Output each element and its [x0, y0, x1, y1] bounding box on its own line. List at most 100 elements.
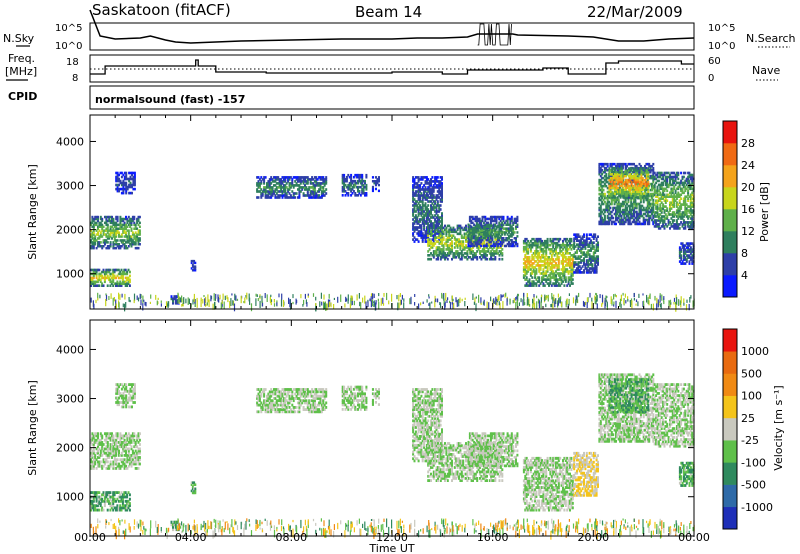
power-echo-cell — [357, 181, 359, 185]
power-echo-cell — [552, 270, 555, 273]
power-echo-cell — [194, 265, 197, 268]
power-echo-cell — [564, 252, 567, 255]
power-echo-cell — [553, 266, 556, 269]
power-echo-cell — [350, 181, 353, 185]
power-echo-cell — [126, 270, 129, 274]
power-echo-cell — [282, 186, 285, 189]
power-echo-cell — [419, 204, 421, 207]
power-echo-cell — [603, 214, 606, 218]
power-echo-cell — [490, 254, 493, 257]
power-echo-cell — [465, 238, 467, 241]
power-echo-cell — [550, 272, 553, 275]
power-echo-cell — [112, 223, 115, 227]
power-echo-cell — [92, 233, 95, 236]
power-echo-cell — [413, 182, 416, 185]
power-echo-cell — [499, 240, 502, 244]
power-echo-cell — [133, 243, 136, 246]
freq-label: Freq. — [8, 52, 35, 65]
power-echo-cell — [430, 240, 432, 243]
power-echo-cell — [430, 206, 432, 209]
power-echo-cell — [594, 251, 597, 254]
power-echo-cell — [316, 196, 319, 199]
power-echo-cell — [91, 235, 94, 238]
power-echo-cell — [113, 282, 116, 285]
power-echo-cell — [549, 266, 552, 269]
power-echo-cell — [441, 190, 443, 193]
power-echo-cell — [496, 237, 499, 240]
power-echo-cell — [285, 176, 288, 179]
power-echo-cell — [417, 230, 420, 233]
power-echo-cell — [552, 282, 555, 285]
power-echo-cell — [602, 188, 605, 192]
power-echo-cell — [264, 188, 267, 191]
nsky-tick-low: 10^0 — [55, 41, 82, 52]
power-echo-cell — [459, 257, 462, 261]
power-echo-cell — [498, 221, 501, 225]
power-echo-cell — [501, 237, 504, 240]
power-echo-cell — [173, 295, 176, 298]
power-echo-cell — [127, 219, 130, 223]
power-echo-cell — [428, 244, 431, 247]
power-echo-cell — [647, 180, 650, 184]
power-echo-cell — [127, 268, 130, 272]
power-echo-cell — [597, 235, 599, 238]
power-echo-cell — [116, 280, 119, 284]
power-echo-cell — [559, 276, 562, 279]
power-echo-cell — [92, 225, 95, 228]
power-echo-cell — [581, 265, 584, 268]
power-echo-cell — [463, 228, 466, 232]
power-echo-cell — [473, 235, 476, 238]
power-echo-cell — [524, 270, 527, 273]
power-echo-cell — [525, 243, 528, 247]
power-echo-cell — [594, 233, 597, 236]
power-echo-cell — [91, 268, 94, 272]
power-echo-cell — [617, 198, 620, 202]
power-echo-cell — [315, 196, 318, 199]
power-echo-cell — [94, 268, 97, 272]
power-echo-cell — [453, 228, 456, 232]
power-echo-cell — [318, 196, 321, 199]
power-echo-cell — [428, 232, 431, 236]
power-echo-cell — [413, 226, 416, 229]
power-echo-cell — [564, 237, 567, 241]
power-echo-cell — [448, 238, 451, 241]
power-echo-cell — [571, 254, 574, 257]
power-echo-cell — [289, 184, 292, 187]
power-echo-cell — [509, 244, 512, 248]
power-echo-cell — [630, 180, 633, 184]
power-echo-cell — [442, 246, 445, 249]
power-echo-cell — [459, 242, 462, 245]
power-echo-cell — [128, 179, 131, 183]
power-echo-cell — [421, 200, 424, 203]
power-echo-cell — [539, 268, 542, 271]
power-echo-cell — [94, 223, 97, 227]
power-echo-cell — [428, 184, 431, 187]
power-echo-cell — [535, 241, 538, 245]
power-echo-cell — [132, 181, 135, 185]
power-echo-cell — [103, 276, 106, 280]
power-echo-cell — [134, 246, 137, 250]
power-echo-cell — [439, 194, 442, 197]
power-echo-cell — [364, 181, 366, 185]
power-echo-cell — [130, 221, 133, 225]
power-echo-cell — [297, 178, 299, 181]
power-echo-cell — [137, 239, 140, 242]
power-echo-cell — [118, 235, 120, 238]
power-echo-cell — [512, 227, 515, 230]
power-echo-cell — [529, 239, 532, 243]
power-echo-cell — [109, 243, 112, 246]
power-echo-cell — [446, 224, 449, 228]
power-echo-cell — [515, 227, 517, 230]
power-echo-cell — [119, 221, 122, 225]
power-echo-cell — [453, 238, 456, 241]
power-echo-cell — [594, 259, 597, 262]
power-echo-cell — [524, 245, 527, 249]
power-echo-cell — [576, 249, 578, 252]
power-echo-cell — [567, 262, 570, 265]
power-echo-cell — [428, 257, 431, 261]
power-echo-cell — [268, 190, 271, 193]
power-echo-cell — [193, 265, 196, 268]
power-echo-cell — [492, 229, 495, 232]
power-echo-cell — [599, 162, 602, 166]
power-echo-cell — [481, 248, 484, 251]
